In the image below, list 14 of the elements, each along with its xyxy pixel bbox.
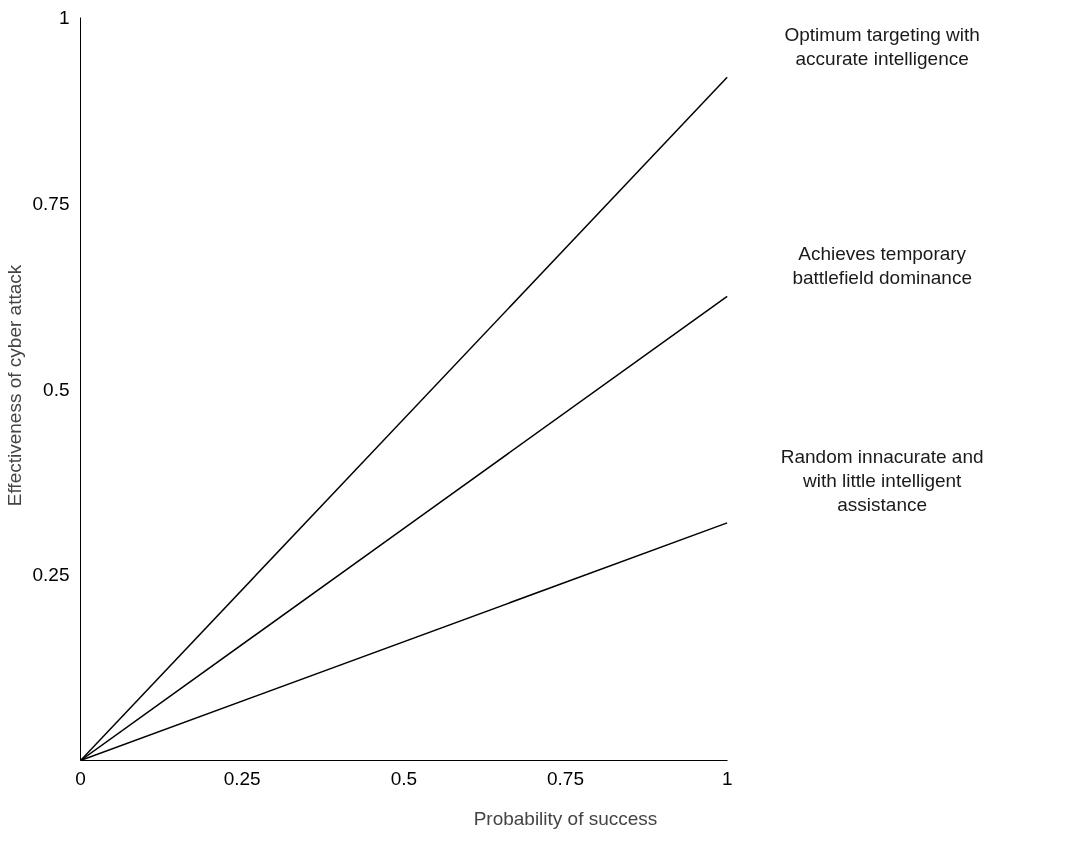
y-tick-label: 0.75 [32,193,70,215]
text: Achieves temporary battlefield dominance [792,243,972,289]
y-axis-title: Effectiveness of cyber attack [3,264,25,507]
x-axis-title: Probability of success [473,807,658,829]
x-tick-label: 1 [721,767,733,789]
text: Random innacurate and with little intelligent assistance [780,445,984,515]
x-tick-label: 0.75 [547,767,584,789]
x-tick-label: 0.25 [223,767,261,789]
x-tick-label: 0.5 [390,767,418,789]
text: Optimum targeting with accurate intelligence [784,24,980,70]
y-tick-label: 0.25 [32,564,70,586]
x-tick-label: 0 [75,767,86,789]
y-tick-label: 0.5 [43,378,70,400]
y-tick-label: 1 [58,7,70,29]
